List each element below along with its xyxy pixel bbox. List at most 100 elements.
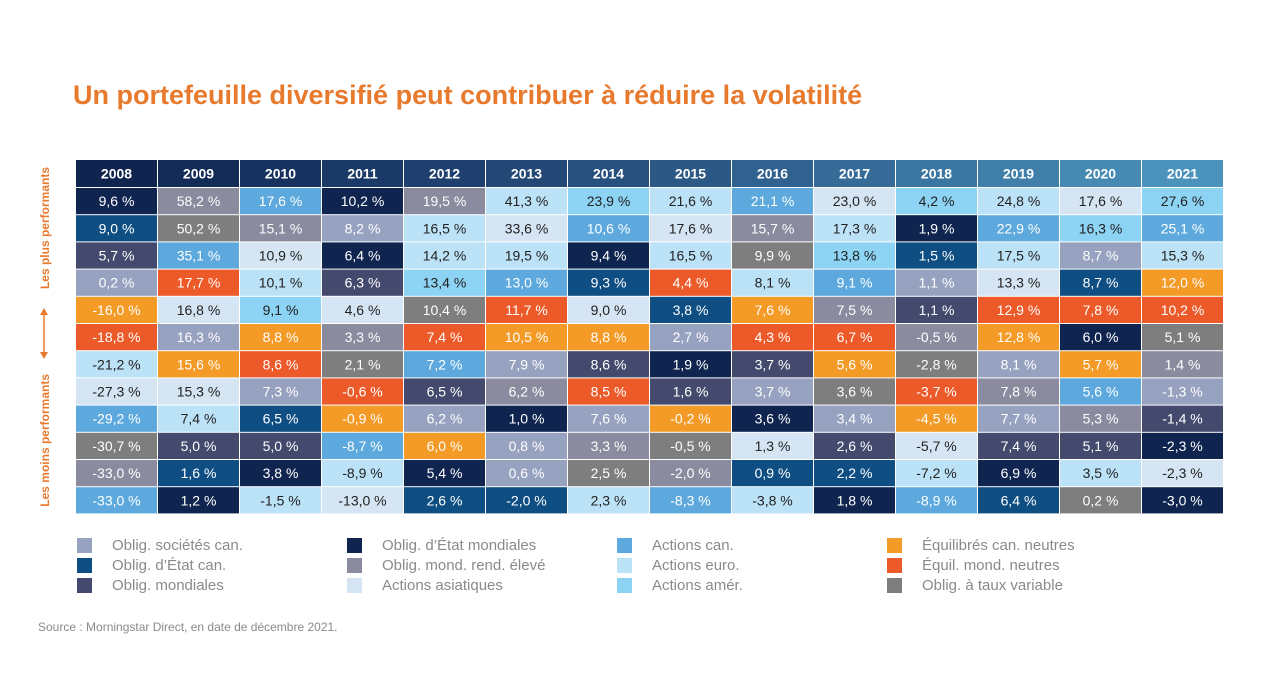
- return-value: 9,6 %: [99, 193, 135, 209]
- return-cell-bg: [322, 215, 403, 242]
- return-value: 7,9 %: [509, 356, 545, 372]
- return-cell: 0,6 %: [486, 460, 567, 487]
- return-cell: 6,9 %: [978, 460, 1059, 487]
- return-cell-bg: [322, 324, 403, 351]
- return-cell: 7,4 %: [404, 324, 485, 351]
- year-header: 2019: [978, 160, 1059, 187]
- return-cell: -0,2 %: [650, 405, 731, 432]
- year-label: 2011: [347, 166, 378, 182]
- return-value: 33,6 %: [505, 220, 549, 236]
- return-cell: -2,3 %: [1142, 460, 1223, 487]
- return-cell-bg: [322, 188, 403, 215]
- return-value: 1,6 %: [673, 384, 709, 400]
- year-label: 2012: [429, 166, 460, 182]
- year-header-bg: [404, 160, 485, 187]
- return-value: -1,3 %: [1162, 384, 1202, 400]
- return-cell-bg: [896, 188, 977, 215]
- year-label: 2008: [101, 166, 132, 182]
- return-cell: -5,7 %: [896, 432, 977, 459]
- return-value: 21,6 %: [669, 193, 713, 209]
- return-cell-bg: [732, 188, 813, 215]
- return-cell-bg: [896, 269, 977, 296]
- return-cell-bg: [158, 351, 239, 378]
- year-header-bg: [158, 160, 239, 187]
- return-cell-bg: [404, 324, 485, 351]
- return-value: 16,8 %: [177, 302, 221, 318]
- return-value: -16,0 %: [92, 302, 140, 318]
- return-cell-bg: [896, 460, 977, 487]
- return-value: 8,2 %: [345, 220, 381, 236]
- return-cell: 3,5 %: [1060, 460, 1141, 487]
- return-cell-bg: [650, 324, 731, 351]
- return-value: 6,0 %: [1083, 329, 1119, 345]
- year-header-bg: [896, 160, 977, 187]
- return-cell: 41,3 %: [486, 188, 567, 215]
- return-cell-bg: [486, 215, 567, 242]
- return-cell-bg: [896, 432, 977, 459]
- return-value: 16,5 %: [423, 220, 467, 236]
- return-cell-bg: [240, 351, 321, 378]
- return-value: 7,5 %: [837, 302, 873, 318]
- return-cell: 7,3 %: [240, 378, 321, 405]
- return-cell-bg: [322, 378, 403, 405]
- return-cell: -0,6 %: [322, 378, 403, 405]
- return-cell-bg: [978, 215, 1059, 242]
- return-cell: 5,6 %: [814, 351, 895, 378]
- return-value: 25,1 %: [1161, 220, 1205, 236]
- return-cell-bg: [896, 242, 977, 269]
- return-cell-bg: [158, 242, 239, 269]
- return-value: 1,1 %: [919, 302, 955, 318]
- return-cell-bg: [1060, 460, 1141, 487]
- return-cell-bg: [814, 405, 895, 432]
- legend-swatch: [887, 557, 902, 573]
- return-value: 3,7 %: [755, 384, 791, 400]
- year-header: 2011: [322, 160, 403, 187]
- return-value: 5,1 %: [1083, 438, 1119, 454]
- return-cell: 9,3 %: [568, 269, 649, 296]
- return-value: 12,8 %: [997, 329, 1041, 345]
- return-cell: -21,2 %: [76, 351, 157, 378]
- return-value: 17,3 %: [833, 220, 877, 236]
- return-cell-bg: [76, 242, 157, 269]
- return-cell-bg: [76, 296, 157, 323]
- return-cell: -18,8 %: [76, 324, 157, 351]
- return-cell-bg: [814, 460, 895, 487]
- year-header: 2008: [76, 160, 157, 187]
- return-cell-bg: [732, 215, 813, 242]
- return-value: 5,6 %: [1083, 384, 1119, 400]
- return-value: 3,4 %: [837, 411, 873, 427]
- return-value: 23,0 %: [833, 193, 877, 209]
- return-value: -2,8 %: [916, 356, 956, 372]
- return-cell: -2,0 %: [650, 460, 731, 487]
- return-cell: -3,0 %: [1142, 487, 1223, 514]
- return-cell: 13,3 %: [978, 269, 1059, 296]
- return-cell: 9,9 %: [732, 242, 813, 269]
- return-cell: -16,0 %: [76, 296, 157, 323]
- return-cell-bg: [240, 215, 321, 242]
- year-header-bg: [732, 160, 813, 187]
- return-value: -0,6 %: [342, 384, 382, 400]
- return-value: 0,2 %: [1083, 492, 1119, 508]
- return-value: 1,4 %: [1165, 356, 1201, 372]
- return-cell: -8,7 %: [322, 432, 403, 459]
- return-cell: -0,5 %: [650, 432, 731, 459]
- return-cell: 1,2 %: [158, 487, 239, 514]
- return-value: 5,7 %: [99, 248, 135, 264]
- return-cell-bg: [814, 215, 895, 242]
- return-value: 17,6 %: [259, 193, 303, 209]
- return-cell-bg: [404, 378, 485, 405]
- legend-swatch: [887, 577, 902, 593]
- return-cell-bg: [486, 378, 567, 405]
- year-label: 2013: [511, 166, 542, 182]
- return-cell-bg: [1142, 215, 1223, 242]
- return-value: 10,1 %: [259, 275, 303, 291]
- return-cell-bg: [158, 296, 239, 323]
- return-cell: 4,2 %: [896, 188, 977, 215]
- legend-item: Oblig. à taux variable: [887, 576, 1063, 594]
- return-cell: 19,5 %: [404, 188, 485, 215]
- return-value: 13,0 %: [505, 275, 549, 291]
- return-cell-bg: [732, 296, 813, 323]
- legend-swatch: [77, 557, 92, 573]
- legend-label: Actions asiatiques: [382, 576, 503, 594]
- return-cell-bg: [322, 296, 403, 323]
